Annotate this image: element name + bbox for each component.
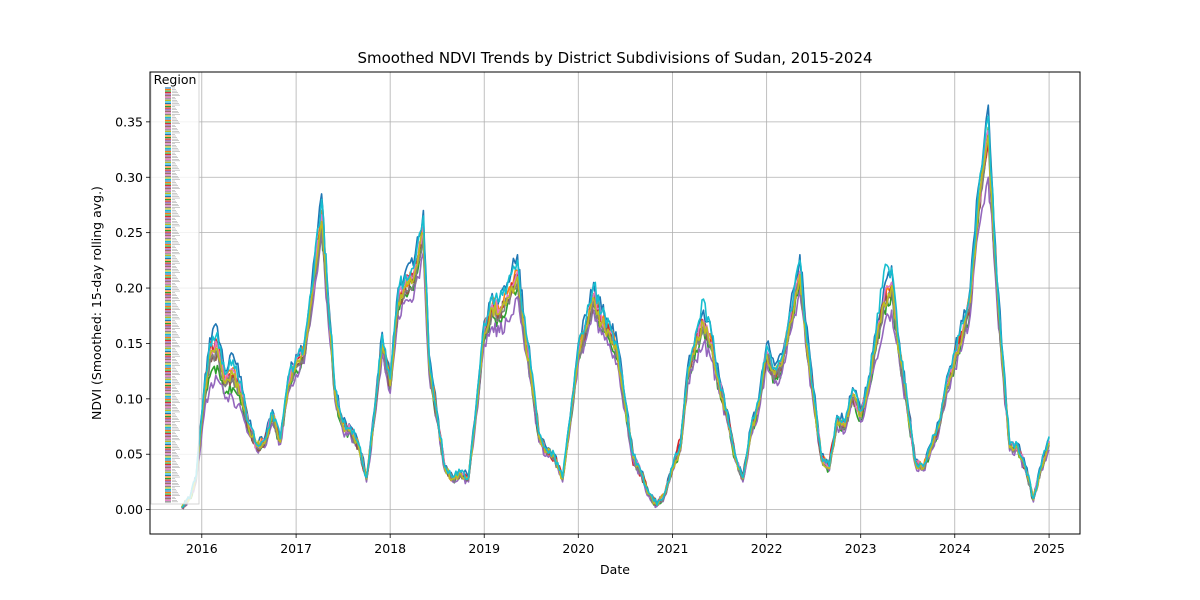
y-tick-label: 0.15 (115, 336, 143, 351)
grid-lines (150, 72, 1080, 534)
legend-title: Region (154, 72, 197, 87)
series-line (181, 136, 1050, 508)
y-axis: 0.00 0.05 0.10 0.15 0.20 0.25 0.30 0.35 (115, 114, 150, 517)
y-axis-label: NDVI (Smoothed: 15-day rolling avg.) (89, 186, 104, 420)
series-line (181, 115, 1050, 509)
series-line (181, 134, 1050, 509)
series-line (181, 143, 1050, 509)
series-line (180, 134, 1050, 508)
series-line (181, 126, 1050, 510)
x-tick-label: 2025 (1033, 541, 1065, 556)
x-axis-label: Date (600, 562, 630, 577)
x-axis: 2016 2017 2018 2019 2020 2021 2022 2023 2024 2025 (186, 534, 1065, 556)
x-tick-label: 2018 (374, 541, 406, 556)
x-tick-label: 2020 (562, 541, 594, 556)
y-tick-label: 0.10 (115, 391, 143, 406)
series-layer (180, 104, 1050, 510)
y-tick-label: 0.25 (115, 225, 143, 240)
legend-entries (165, 87, 180, 503)
y-tick-label: 0.35 (115, 114, 143, 129)
series-line (181, 132, 1050, 509)
y-tick-label: 0.00 (115, 502, 143, 517)
x-tick-label: 2016 (186, 541, 218, 556)
y-tick-label: 0.20 (115, 281, 143, 296)
x-tick-label: 2021 (657, 541, 689, 556)
legend: Region (150, 71, 200, 505)
plot-frame (149, 71, 1081, 535)
y-tick-label: 0.30 (115, 170, 143, 185)
chart-title: Smoothed NDVI Trends by District Subdivi… (357, 49, 872, 67)
x-tick-label: 2017 (280, 541, 312, 556)
x-tick-label: 2024 (939, 541, 971, 556)
x-tick-label: 2019 (468, 541, 500, 556)
x-tick-label: 2022 (751, 541, 783, 556)
series-line (181, 129, 1050, 508)
y-tick-label: 0.05 (115, 447, 143, 462)
x-tick-label: 2023 (845, 541, 877, 556)
